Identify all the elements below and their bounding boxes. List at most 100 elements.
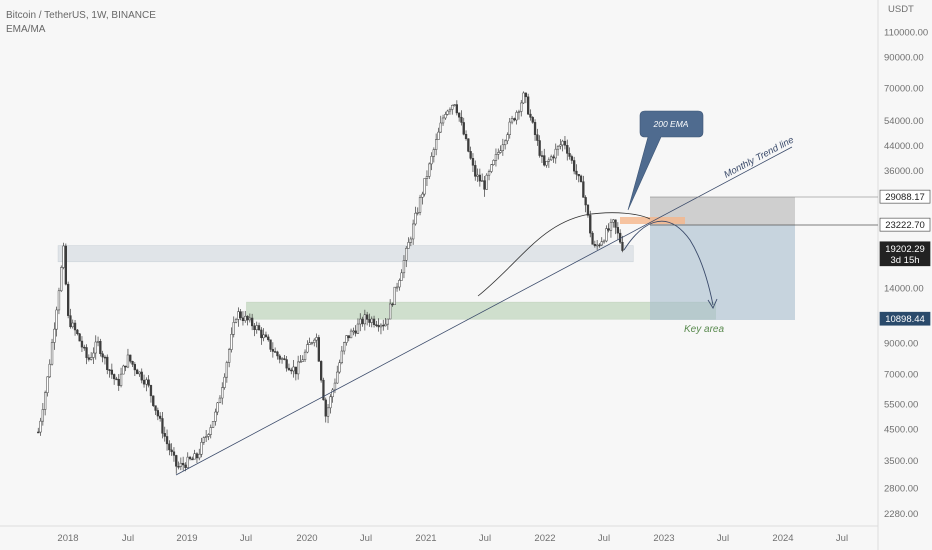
candle bbox=[421, 193, 424, 198]
candle bbox=[441, 117, 445, 124]
candle bbox=[324, 399, 327, 417]
candle bbox=[333, 382, 337, 391]
indicator-label[interactable]: EMA/MA bbox=[6, 24, 46, 35]
candle bbox=[467, 138, 470, 152]
price-tag-label: 19202.29 bbox=[885, 244, 925, 255]
candle bbox=[297, 361, 300, 375]
candle bbox=[575, 170, 578, 175]
candle bbox=[92, 352, 95, 358]
candle bbox=[563, 140, 567, 146]
candle bbox=[405, 248, 408, 261]
candle bbox=[395, 286, 399, 289]
candle bbox=[366, 314, 369, 320]
candle bbox=[223, 376, 226, 388]
candle bbox=[430, 156, 433, 165]
candle bbox=[320, 361, 323, 381]
candle bbox=[391, 303, 394, 306]
candle bbox=[64, 245, 67, 285]
candle bbox=[163, 433, 166, 437]
candle bbox=[253, 325, 256, 331]
candle bbox=[497, 152, 500, 155]
candle bbox=[531, 117, 534, 123]
candle bbox=[338, 362, 341, 373]
price-tag-box bbox=[879, 189, 931, 204]
candle bbox=[149, 385, 153, 397]
projection-arrow-icon bbox=[707, 298, 718, 309]
candle bbox=[211, 421, 215, 428]
projection-path[interactable] bbox=[623, 220, 714, 306]
candle bbox=[352, 330, 355, 333]
candle bbox=[276, 351, 279, 357]
candle bbox=[230, 334, 233, 350]
monthly-trend-line[interactable] bbox=[175, 146, 793, 476]
candle bbox=[347, 335, 350, 339]
candle bbox=[172, 451, 176, 456]
candle bbox=[614, 219, 617, 228]
candle bbox=[85, 347, 88, 358]
candle bbox=[398, 280, 401, 288]
key-area-label: Key area bbox=[684, 324, 724, 335]
candle bbox=[577, 174, 580, 177]
candle bbox=[462, 122, 465, 135]
candle bbox=[490, 164, 493, 172]
candle bbox=[561, 140, 564, 146]
price-tick-label: 4500.00 bbox=[884, 425, 918, 436]
candle bbox=[517, 111, 521, 113]
candle bbox=[108, 369, 111, 371]
candle bbox=[193, 453, 196, 460]
candle bbox=[499, 150, 502, 153]
candle bbox=[255, 325, 258, 331]
candle bbox=[299, 361, 302, 363]
candle bbox=[218, 397, 222, 404]
candle bbox=[60, 267, 63, 292]
candle bbox=[96, 340, 100, 343]
candle bbox=[437, 131, 440, 140]
time-tick-label: 2018 bbox=[57, 533, 78, 544]
candle bbox=[609, 221, 613, 231]
candle bbox=[131, 361, 134, 365]
candle bbox=[170, 449, 173, 453]
candle bbox=[600, 241, 603, 246]
key-area-zone bbox=[246, 301, 716, 320]
candle bbox=[524, 92, 528, 98]
candle bbox=[53, 328, 56, 343]
time-tick-label: Jul bbox=[360, 533, 372, 544]
candle bbox=[389, 303, 392, 320]
candle bbox=[117, 378, 120, 386]
candle bbox=[313, 339, 316, 343]
candle bbox=[73, 322, 77, 331]
candle bbox=[550, 156, 553, 161]
candle bbox=[568, 153, 571, 157]
candle bbox=[593, 244, 597, 247]
candle bbox=[361, 318, 364, 325]
candle bbox=[110, 369, 113, 375]
candle bbox=[214, 411, 217, 422]
candle bbox=[329, 396, 332, 409]
candle bbox=[251, 317, 254, 327]
candle bbox=[400, 272, 403, 281]
candle bbox=[483, 180, 486, 190]
candle bbox=[294, 366, 298, 375]
candle bbox=[225, 362, 228, 378]
candle bbox=[234, 319, 238, 323]
price-tag-label: 29088.17 bbox=[885, 192, 925, 203]
candle bbox=[90, 357, 93, 360]
candle bbox=[80, 340, 84, 348]
candle bbox=[122, 365, 125, 375]
candle bbox=[455, 104, 459, 114]
candle bbox=[182, 462, 185, 466]
candle bbox=[44, 392, 47, 410]
candle bbox=[69, 315, 72, 328]
candle bbox=[161, 418, 164, 434]
candle bbox=[142, 379, 146, 385]
candle bbox=[152, 395, 155, 406]
candle bbox=[584, 197, 587, 206]
candle bbox=[71, 322, 74, 328]
candle bbox=[336, 371, 339, 384]
candle bbox=[453, 104, 456, 106]
candle bbox=[140, 371, 143, 381]
price-tag-box bbox=[879, 217, 931, 232]
candle bbox=[322, 379, 325, 401]
candle bbox=[556, 145, 560, 150]
